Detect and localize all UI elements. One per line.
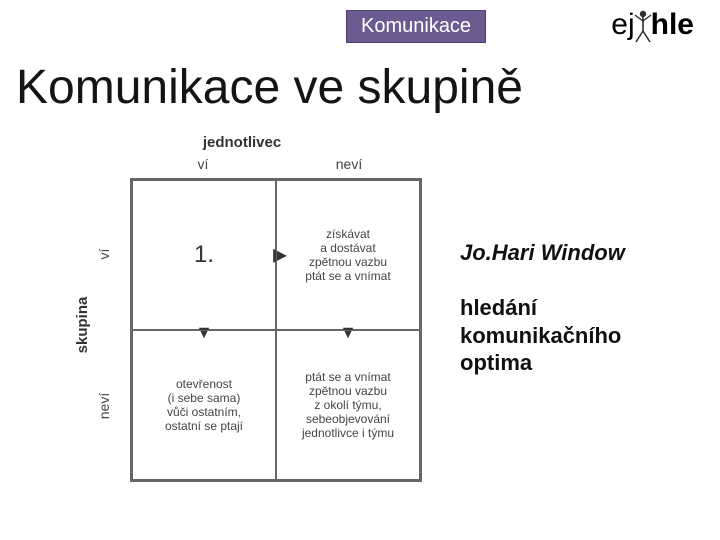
axis-label-top: jednotlivec <box>203 134 281 151</box>
logo-left: ej <box>611 8 634 41</box>
row-label-knows: ví <box>92 178 116 330</box>
quadrant-4: ptát se a vnímat zpětnou vazbu z okolí t… <box>276 330 420 480</box>
header: Komunikace ejhle <box>0 6 720 60</box>
page-title: Komunikace ve skupině <box>16 60 523 115</box>
johari-subtitle: hledání komunikačního optima <box>460 294 690 377</box>
quadrant-4-text: ptát se a vnímat zpětnou vazbu z okolí t… <box>302 370 394 440</box>
row-label-notknows: neví <box>92 330 116 482</box>
col-label-knows: ví <box>130 156 276 172</box>
quadrant-2: získávat a dostávat zpětnou vazbu ptát s… <box>276 180 420 330</box>
col-label-notknows: neví <box>276 156 422 172</box>
logo-figure-icon <box>633 9 653 43</box>
side-text-block: Jo.Hari Window hledání komunikačního opt… <box>460 240 690 377</box>
quadrant-3: otevřenost (i sebe sama) vůči ostatním, … <box>132 330 276 480</box>
logo: ejhle <box>611 8 694 43</box>
axis-label-side: skupina <box>74 297 91 354</box>
logo-right: hle <box>651 8 694 41</box>
johari-title: Jo.Hari Window <box>460 240 690 266</box>
quadrant-1: 1. ▶ ▼ <box>132 180 276 330</box>
quadrant-1-label: 1. <box>194 241 214 269</box>
johari-diagram: jednotlivec ví neví skupina ví neví 1. ▶… <box>62 134 422 482</box>
category-tag: Komunikace <box>346 10 486 43</box>
quadrant-3-text: otevřenost (i sebe sama) vůči ostatním, … <box>165 377 243 433</box>
column-labels: ví neví <box>130 156 422 172</box>
quadrant-2-text: získávat a dostávat zpětnou vazbu ptát s… <box>305 227 390 283</box>
row-labels: ví neví <box>92 178 116 482</box>
johari-grid: 1. ▶ ▼ získávat a dostávat zpětnou vazbu… <box>130 178 422 482</box>
